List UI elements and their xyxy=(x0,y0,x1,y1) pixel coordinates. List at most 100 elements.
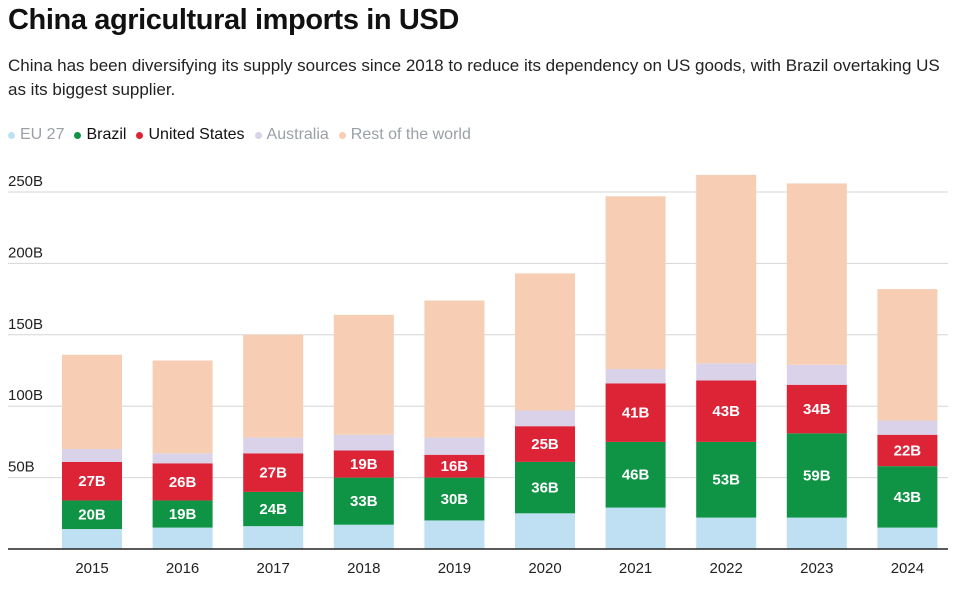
y-tick-label-150B: 150B xyxy=(8,316,43,333)
bar-segment-brazil-2019 xyxy=(424,477,485,521)
bar-segment-rest-of-the-world-2015 xyxy=(62,354,122,450)
bar-segment-rest-of-the-world-2019 xyxy=(424,300,485,438)
data-label-united-states-2023: 34B xyxy=(803,401,831,418)
data-label-united-states-2018: 19B xyxy=(350,456,378,473)
y-tick-label-250B: 250B xyxy=(8,173,43,190)
bar-segment-australia-2015 xyxy=(62,449,122,462)
data-label-brazil-2023: 59B xyxy=(803,467,831,484)
bar-segment-eu-27-2021 xyxy=(605,507,666,549)
bar-segment-brazil-2017 xyxy=(243,491,304,527)
bar-segment-eu-27-2018 xyxy=(333,524,394,549)
legend-label-eu27: EU 27 xyxy=(20,126,65,143)
legend-item-brazil: Brazil xyxy=(74,126,126,144)
bar-segment-australia-2024 xyxy=(877,420,938,435)
bar-segment-united-states-2017 xyxy=(243,453,304,492)
x-tick-label-2024: 2024 xyxy=(891,560,924,577)
x-tick-label-2015: 2015 xyxy=(75,560,108,577)
legend-label-rest-of-world: Rest of the world xyxy=(350,126,471,143)
bar-segment-united-states-2023 xyxy=(786,384,847,434)
bar-segment-australia-2019 xyxy=(424,437,485,455)
bar-segment-united-states-2018 xyxy=(333,450,394,478)
legend-item-rest-of-world: Rest of the world xyxy=(338,126,471,144)
chart-legend: EU 27 Brazil United States Australia Res… xyxy=(8,126,481,144)
data-label-brazil-2016: 19B xyxy=(169,506,197,523)
bar-segment-rest-of-the-world-2018 xyxy=(333,314,394,435)
legend-item-eu27: EU 27 xyxy=(8,126,64,144)
data-label-united-states-2019: 16B xyxy=(441,458,469,475)
bar-segment-rest-of-the-world-2016 xyxy=(152,360,213,454)
bar-segment-brazil-2022 xyxy=(696,441,757,518)
bar-segment-brazil-2015 xyxy=(62,500,122,530)
bar-segment-eu-27-2015 xyxy=(62,529,122,549)
x-tick-label-2016: 2016 xyxy=(166,560,199,577)
y-tick-label-100B: 100B xyxy=(8,387,43,404)
bar-segment-united-states-2020 xyxy=(515,426,575,462)
y-tick-label-50B: 50B xyxy=(8,459,35,476)
bar-segment-united-states-2015 xyxy=(62,461,122,501)
data-label-brazil-2021: 46B xyxy=(622,467,650,484)
bar-segment-eu-27-2017 xyxy=(243,526,304,549)
legend-swatch-brazil xyxy=(74,131,82,139)
legend-item-united-states: United States xyxy=(136,126,245,144)
legend-swatch-eu27 xyxy=(8,131,15,139)
bar-segment-united-states-2024 xyxy=(877,434,938,467)
bar-segment-rest-of-the-world-2022 xyxy=(696,174,757,364)
bar-segment-rest-of-the-world-2020 xyxy=(515,273,575,411)
bar-segment-australia-2020 xyxy=(515,410,575,427)
bar-segment-rest-of-the-world-2021 xyxy=(605,196,666,370)
bar-segment-united-states-2019 xyxy=(424,454,485,478)
bar-segment-eu-27-2023 xyxy=(786,517,847,549)
bar-segment-brazil-2016 xyxy=(152,500,213,528)
data-label-united-states-2015: 27B xyxy=(78,473,106,490)
bar-segment-australia-2016 xyxy=(152,453,213,464)
data-label-united-states-2017: 27B xyxy=(259,465,287,482)
bar-segment-eu-27-2022 xyxy=(696,517,757,549)
data-label-brazil-2017: 24B xyxy=(259,501,287,518)
x-tick-label-2017: 2017 xyxy=(257,560,290,577)
bar-segment-rest-of-the-world-2017 xyxy=(243,334,304,438)
data-label-brazil-2022: 53B xyxy=(712,472,740,489)
bar-segment-brazil-2023 xyxy=(786,433,847,518)
chart-subtitle: China has been diversifying its supply s… xyxy=(8,56,940,99)
legend-label-brazil: Brazil xyxy=(86,126,127,143)
bar-segment-brazil-2020 xyxy=(515,461,575,514)
legend-label-united-states: United States xyxy=(148,126,245,143)
bar-segment-eu-27-2019 xyxy=(424,520,485,549)
data-label-united-states-2016: 26B xyxy=(169,474,197,491)
x-tick-label-2023: 2023 xyxy=(800,560,833,577)
x-tick-label-2019: 2019 xyxy=(438,560,471,577)
legend-swatch-united-states xyxy=(136,131,144,139)
bar-segment-brazil-2018 xyxy=(333,477,394,525)
legend-item-australia: Australia xyxy=(254,126,329,144)
bar-segment-australia-2021 xyxy=(605,369,666,384)
bar-segment-rest-of-the-world-2023 xyxy=(786,183,847,365)
x-tick-label-2022: 2022 xyxy=(710,560,743,577)
bar-segment-eu-27-2020 xyxy=(515,513,575,549)
bar-segment-australia-2018 xyxy=(333,434,394,451)
bar-segment-united-states-2022 xyxy=(696,380,757,442)
x-tick-label-2021: 2021 xyxy=(619,560,652,577)
bar-segment-eu-27-2016 xyxy=(152,527,213,549)
bar-segment-eu-27-2024 xyxy=(877,527,938,549)
bar-segment-australia-2022 xyxy=(696,363,757,381)
legend-swatch-australia xyxy=(254,131,262,139)
bar-segment-united-states-2016 xyxy=(152,463,213,501)
data-label-brazil-2018: 33B xyxy=(350,493,378,510)
bar-segment-united-states-2021 xyxy=(605,383,666,442)
data-label-brazil-2024: 43B xyxy=(894,489,922,506)
data-label-brazil-2019: 30B xyxy=(441,491,469,508)
x-tick-label-2018: 2018 xyxy=(347,560,380,577)
data-label-united-states-2024: 22B xyxy=(894,442,922,459)
bar-segment-brazil-2024 xyxy=(877,466,938,528)
data-label-brazil-2020: 36B xyxy=(531,480,559,497)
data-label-united-states-2020: 25B xyxy=(531,436,559,453)
legend-label-australia: Australia xyxy=(266,126,329,143)
bar-segment-rest-of-the-world-2024 xyxy=(877,289,938,421)
data-label-united-states-2022: 43B xyxy=(712,403,740,420)
bar-segment-australia-2017 xyxy=(243,437,304,454)
y-tick-label-200B: 200B xyxy=(8,244,43,261)
data-label-brazil-2015: 20B xyxy=(78,507,106,524)
x-tick-label-2020: 2020 xyxy=(528,560,561,577)
